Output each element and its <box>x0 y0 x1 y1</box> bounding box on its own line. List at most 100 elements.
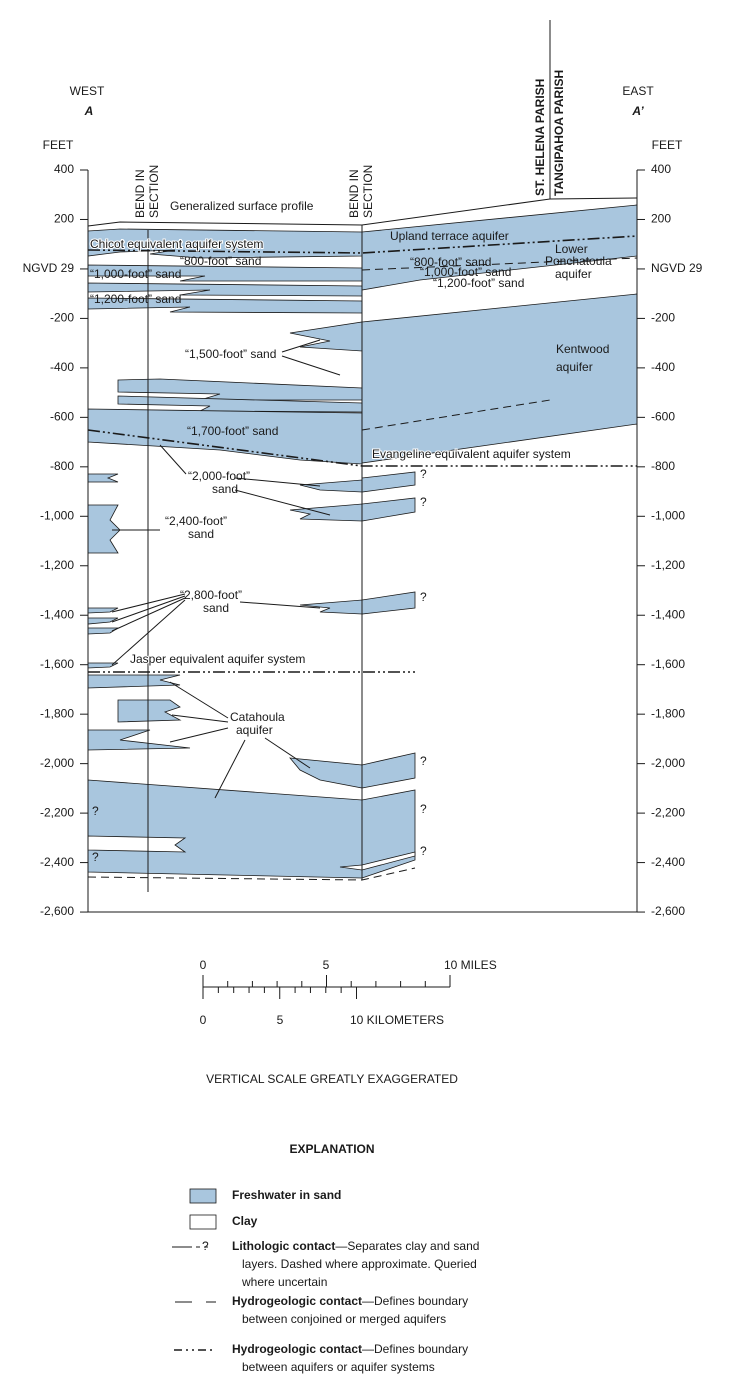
section-letter: A’ <box>631 104 644 118</box>
tick-label: -2,600 <box>40 904 74 918</box>
legend-term: Lithologic contact <box>232 1239 335 1253</box>
swatch-sand <box>190 1189 216 1203</box>
sand <box>362 498 415 521</box>
tick-label: -1,200 <box>40 558 74 572</box>
legend-description: —Defines boundary <box>362 1294 468 1308</box>
legend-description: between conjoined or merged aquifers <box>242 1312 446 1326</box>
annotation: “800-foot” sand <box>180 254 261 268</box>
annotation: sand <box>203 601 229 615</box>
tick-label: -1,000 <box>651 508 685 522</box>
legend-description: —Separates clay and sand <box>335 1239 479 1253</box>
section-letter: A <box>84 104 94 118</box>
query-mark: ? <box>420 495 427 509</box>
annotation: Upland terrace aquifer <box>390 229 509 243</box>
tick-label: -800 <box>50 459 74 473</box>
cross-section: WESTAEASTA’ST. HELENA PARISHTANGIPAHOA P… <box>0 0 732 1397</box>
sand <box>290 504 362 521</box>
swatch-clay <box>190 1215 216 1229</box>
tick-label: -2,200 <box>651 805 685 819</box>
tick-label: -2,000 <box>651 756 685 770</box>
legend-symbol: ? <box>202 1239 209 1253</box>
annotation: “1,700-foot” sand <box>187 424 278 438</box>
annotation: sand <box>188 527 214 541</box>
query-mark: ? <box>420 754 427 768</box>
tick-label: -200 <box>50 311 74 325</box>
west: WEST <box>70 84 105 98</box>
legend-description: where uncertain <box>241 1275 327 1289</box>
tick-label: -1,600 <box>40 657 74 671</box>
annotation: aquifer <box>236 723 273 737</box>
sand <box>88 628 118 634</box>
annotation: aquifer <box>556 360 593 374</box>
bend-label: BEND IN <box>347 169 361 218</box>
sand <box>362 753 415 788</box>
sand <box>88 675 180 688</box>
tick-label: 200 <box>54 212 74 226</box>
axis-unit: FEET <box>43 138 74 152</box>
tick-label: -1,800 <box>651 706 685 720</box>
tick-label: -1,000 <box>40 508 74 522</box>
tick-label: -1,800 <box>40 706 74 720</box>
sand <box>88 474 118 482</box>
tick-label: 400 <box>54 162 74 176</box>
query-mark: ? <box>420 590 427 604</box>
sand <box>300 480 362 492</box>
query-mark: ? <box>92 804 99 818</box>
parish: TANGIPAHOA PARISH <box>552 70 566 196</box>
sand <box>362 472 415 492</box>
scale-label: 0 <box>200 1013 207 1027</box>
tick-label: -800 <box>651 459 675 473</box>
tick-label: -200 <box>651 311 675 325</box>
scale-bar <box>203 975 450 999</box>
annotation: Chicot equivalent aquifer system <box>90 237 263 251</box>
tick-label: -400 <box>50 360 74 374</box>
tick-label: -1,600 <box>651 657 685 671</box>
sand <box>362 294 637 463</box>
bend-label: SECTION <box>147 165 161 218</box>
annotation: Ponchatoula <box>545 254 612 268</box>
tick-label: -2,600 <box>651 904 685 918</box>
annotation: Kentwood <box>556 342 609 356</box>
annotation: “1,200-foot” sand <box>433 276 524 290</box>
legend-item: Hydrogeologic contact—Defines boundary <box>232 1342 468 1356</box>
annotation: “2,400-foot” <box>165 514 227 528</box>
tick-label: NGVD 29 <box>651 261 703 275</box>
tick-label: -2,000 <box>40 756 74 770</box>
annotation: “2,800-foot” <box>180 588 242 602</box>
legend-item: Clay <box>232 1214 258 1228</box>
legend-title: EXPLANATION <box>289 1142 374 1156</box>
sand <box>290 758 362 788</box>
sand <box>88 730 190 750</box>
tick-label: -600 <box>50 410 74 424</box>
legend-description: layers. Dashed where approximate. Querie… <box>242 1257 477 1271</box>
tick-label: -1,400 <box>40 607 74 621</box>
bend-label: SECTION <box>361 165 375 218</box>
tick-label: -1,400 <box>651 607 685 621</box>
query-mark: ? <box>420 844 427 858</box>
annotation: “1,500-foot” sand <box>185 347 276 361</box>
annotation: “1,200-foot” sand <box>90 292 181 306</box>
sand <box>290 322 362 351</box>
annotation: aquifer <box>555 267 592 281</box>
legend-term: Freshwater in sand <box>232 1188 341 1202</box>
legend-term: Hydrogeologic contact <box>232 1294 362 1308</box>
legend-term: Hydrogeologic contact <box>232 1342 362 1356</box>
legend-term: Clay <box>232 1214 258 1228</box>
sand <box>88 608 118 613</box>
annotation: Evangeline equivalent aquifer system <box>372 447 571 461</box>
legend-item: Freshwater in sand <box>232 1188 341 1202</box>
tick-label: NGVD 29 <box>23 261 75 275</box>
clay <box>88 836 185 852</box>
tick-label: -2,400 <box>40 855 74 869</box>
sand <box>88 505 120 553</box>
legend-item: Hydrogeologic contact—Defines boundary <box>232 1294 468 1308</box>
tick-label: -2,200 <box>40 805 74 819</box>
sand <box>88 780 415 878</box>
annotation: “1,000-foot” sand <box>90 267 181 281</box>
parish: ST. HELENA PARISH <box>533 79 547 196</box>
scale-label: 10 MILES <box>444 958 497 972</box>
annotation: sand <box>212 482 238 496</box>
query-mark: ? <box>420 467 427 481</box>
tick-label: -1,200 <box>651 558 685 572</box>
scale-label: 5 <box>277 1013 284 1027</box>
